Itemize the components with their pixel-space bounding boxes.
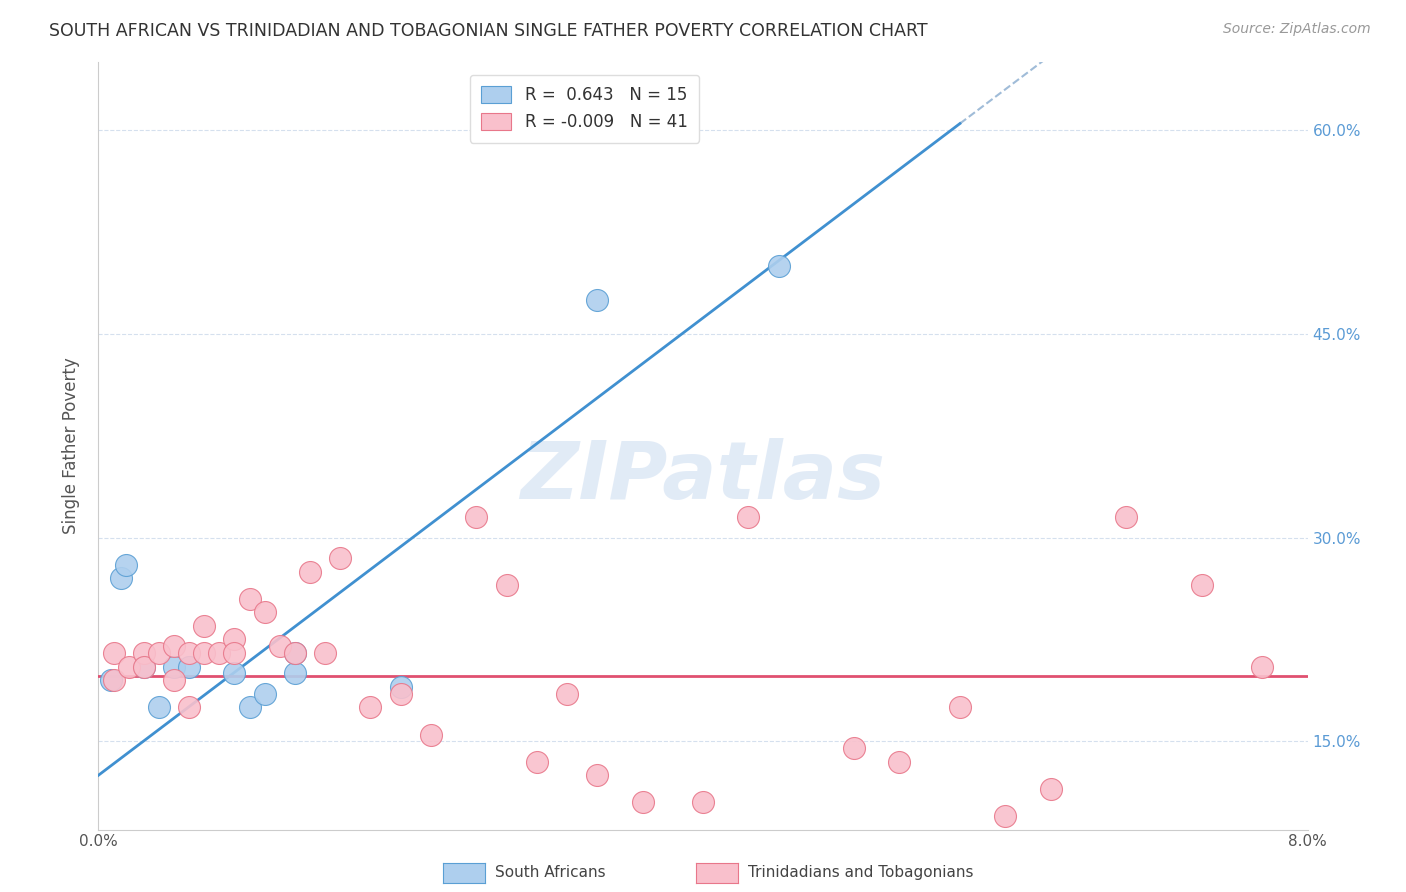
Point <box>284 666 307 681</box>
Point <box>692 796 714 810</box>
Point <box>179 700 201 714</box>
Point <box>224 646 246 660</box>
Point <box>299 565 322 579</box>
Point <box>949 700 972 714</box>
Text: South Africans: South Africans <box>495 865 606 880</box>
Point <box>1115 510 1137 524</box>
Y-axis label: Single Father Poverty: Single Father Poverty <box>62 358 80 534</box>
Point <box>163 640 186 654</box>
Point <box>179 646 201 660</box>
Point <box>103 673 125 688</box>
Point <box>163 659 186 673</box>
Point <box>208 646 231 660</box>
Point <box>253 605 276 619</box>
Point <box>844 741 866 756</box>
Point <box>132 659 155 673</box>
Point <box>179 659 201 673</box>
Point <box>269 640 291 654</box>
Point <box>586 293 609 307</box>
Point <box>132 659 155 673</box>
Point <box>465 510 488 524</box>
Point <box>193 646 215 660</box>
Point <box>132 646 155 660</box>
Point <box>148 700 170 714</box>
Point <box>103 646 125 660</box>
Point <box>224 632 246 647</box>
Text: Trinidadians and Tobagonians: Trinidadians and Tobagonians <box>748 865 973 880</box>
Point <box>314 646 336 660</box>
Point <box>768 259 790 273</box>
Point <box>114 558 136 572</box>
Point <box>329 551 352 566</box>
Point <box>224 666 246 681</box>
Point <box>994 809 1017 823</box>
Point <box>239 700 262 714</box>
Point <box>495 578 517 592</box>
Legend: R =  0.643   N = 15, R = -0.009   N = 41: R = 0.643 N = 15, R = -0.009 N = 41 <box>470 75 699 143</box>
Point <box>193 619 215 633</box>
Point <box>1039 781 1062 796</box>
Point <box>389 680 412 694</box>
Point <box>110 571 132 585</box>
Point <box>284 646 307 660</box>
Point <box>420 727 443 741</box>
Point <box>526 755 548 769</box>
Text: ZIPatlas: ZIPatlas <box>520 438 886 516</box>
Point <box>1191 578 1213 592</box>
Point <box>360 700 382 714</box>
Point <box>1251 659 1274 673</box>
Point <box>389 687 412 701</box>
Point <box>737 510 759 524</box>
Point <box>555 687 578 701</box>
Point <box>631 796 654 810</box>
Point <box>284 646 307 660</box>
Point <box>586 768 609 782</box>
Point <box>148 646 170 660</box>
Text: Source: ZipAtlas.com: Source: ZipAtlas.com <box>1223 22 1371 37</box>
Point <box>253 687 276 701</box>
Point <box>163 673 186 688</box>
Point <box>239 591 262 606</box>
Text: SOUTH AFRICAN VS TRINIDADIAN AND TOBAGONIAN SINGLE FATHER POVERTY CORRELATION CH: SOUTH AFRICAN VS TRINIDADIAN AND TOBAGON… <box>49 22 928 40</box>
Point <box>100 673 122 688</box>
Point <box>118 659 141 673</box>
Point <box>889 755 911 769</box>
